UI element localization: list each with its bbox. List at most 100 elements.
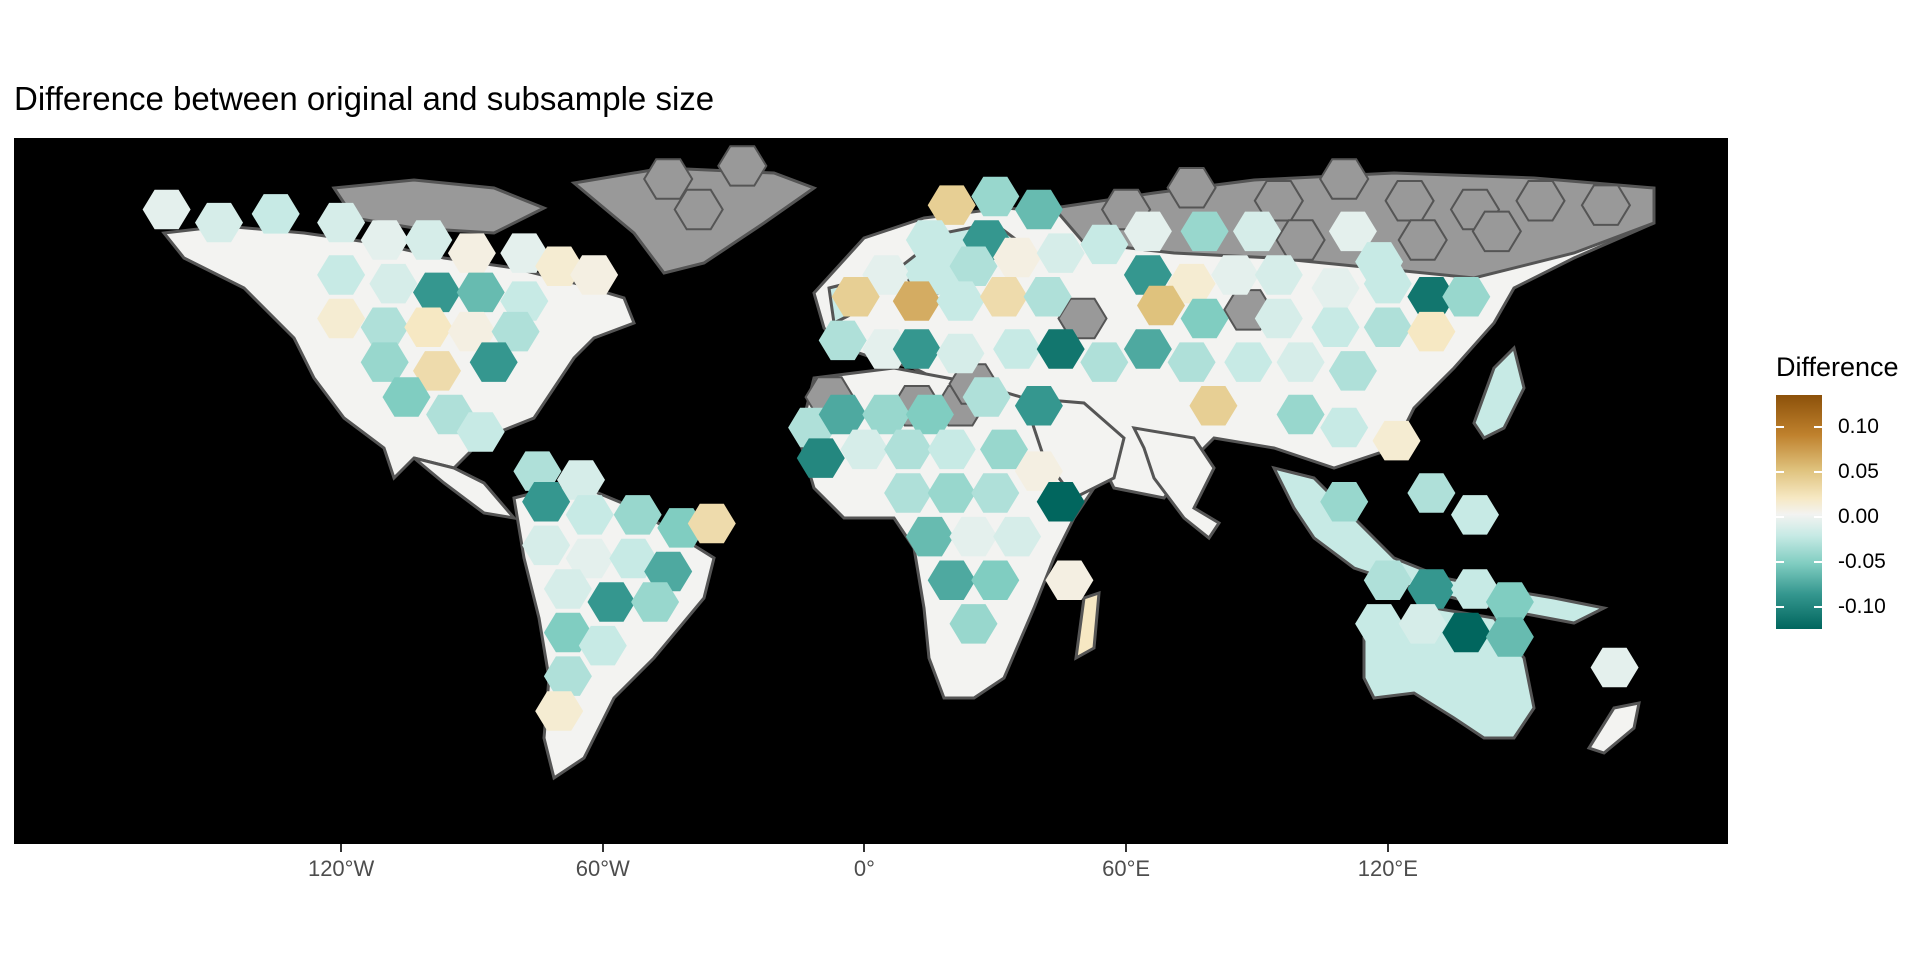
hexbin-cell[interactable] xyxy=(447,311,496,352)
hexbin-cell[interactable] xyxy=(1363,560,1412,601)
hexbin-cell[interactable] xyxy=(840,429,889,470)
hexbin-cell[interactable] xyxy=(1224,342,1273,382)
hexbin-cell[interactable] xyxy=(927,185,976,225)
hexbin-cell[interactable] xyxy=(962,377,1011,417)
hexbin-cell[interactable] xyxy=(687,503,736,544)
hexbin-cell[interactable] xyxy=(382,377,431,417)
hexbin-cell[interactable] xyxy=(317,255,366,295)
hexbin-cell[interactable] xyxy=(862,394,911,435)
world-map[interactable] xyxy=(14,138,1728,844)
hexbin-no-data[interactable] xyxy=(1057,297,1108,340)
hexbin-cell[interactable] xyxy=(469,342,518,382)
hexbin-cell[interactable] xyxy=(1407,277,1456,317)
hexbin-cell[interactable] xyxy=(862,329,911,369)
hexbin-cell[interactable] xyxy=(927,429,976,470)
hexbin-cell[interactable] xyxy=(251,194,300,234)
hexbin-cell[interactable] xyxy=(1311,307,1360,348)
hexbin-cell[interactable] xyxy=(369,263,418,304)
hexbin-cell[interactable] xyxy=(1180,211,1229,252)
hexbin-cell[interactable] xyxy=(971,560,1020,601)
hexbin-no-data[interactable] xyxy=(1397,219,1448,261)
hexbin-cell[interactable] xyxy=(905,220,954,260)
hexbin-cell[interactable] xyxy=(1442,612,1491,653)
hexbin-cell[interactable] xyxy=(1451,569,1499,609)
hexbin-cell[interactable] xyxy=(971,473,1020,513)
hexbin-cell[interactable] xyxy=(587,582,636,622)
hexbin-cell[interactable] xyxy=(1014,189,1063,230)
hexbin-cell[interactable] xyxy=(1355,604,1404,644)
map-panel[interactable] xyxy=(14,138,1728,844)
hexbin-cell[interactable] xyxy=(1590,647,1639,688)
hexbin-no-data[interactable] xyxy=(1515,180,1566,222)
hexbin-no-data[interactable] xyxy=(1471,210,1522,253)
hexbin-no-data[interactable] xyxy=(717,145,768,187)
hexbin-cell[interactable] xyxy=(456,272,505,313)
hexbin-cell[interactable] xyxy=(1036,482,1085,522)
hexbin-cell[interactable] xyxy=(831,277,880,317)
hexbin-cell[interactable] xyxy=(905,394,954,435)
hexbin-cell[interactable] xyxy=(1276,394,1325,435)
hexbin-cell[interactable] xyxy=(1080,342,1129,382)
hexbin-cell[interactable] xyxy=(936,281,985,321)
hexbin-cell[interactable] xyxy=(1398,604,1447,644)
hexbin-cell[interactable] xyxy=(1254,255,1303,295)
hexbin-no-data[interactable] xyxy=(1275,219,1326,261)
hexbin-cell[interactable] xyxy=(884,473,933,513)
hexbin-cell[interactable] xyxy=(491,311,540,352)
hexbin-cell[interactable] xyxy=(609,538,658,579)
hexbin-no-data[interactable] xyxy=(1166,167,1217,209)
hexbin-cell[interactable] xyxy=(993,329,1042,369)
hexbin-cell[interactable] xyxy=(980,429,1028,470)
hexbin-cell[interactable] xyxy=(317,202,366,243)
hexbin-cell[interactable] xyxy=(1442,277,1491,317)
hexbin-cell[interactable] xyxy=(1485,582,1534,622)
hexbin-cell[interactable] xyxy=(993,516,1042,557)
hexbin-cell[interactable] xyxy=(1211,255,1260,295)
hexbin-cell[interactable] xyxy=(513,451,562,491)
hexbin-cell[interactable] xyxy=(1485,617,1534,657)
hexbin-cell[interactable] xyxy=(1407,311,1456,352)
hexbin-cell[interactable] xyxy=(413,351,461,391)
hexbin-cell[interactable] xyxy=(522,482,571,522)
hexbin-cell[interactable] xyxy=(971,176,1020,217)
hexbin-cell[interactable] xyxy=(1311,268,1360,308)
hexbin-cell[interactable] xyxy=(317,298,366,339)
hexbin-cell[interactable] xyxy=(993,237,1042,278)
hexbin-cell[interactable] xyxy=(535,691,584,731)
hexbin-cell[interactable] xyxy=(796,438,845,478)
hexbin-cell[interactable] xyxy=(644,551,693,592)
hexbin-cell[interactable] xyxy=(565,538,614,579)
hexbin-cell[interactable] xyxy=(578,625,627,666)
hexbin-cell[interactable] xyxy=(456,412,505,452)
hexbin-cell[interactable] xyxy=(404,220,453,260)
hexbin-cell[interactable] xyxy=(543,612,592,653)
hexbin-cell[interactable] xyxy=(1363,263,1412,304)
hexbin-cell[interactable] xyxy=(980,277,1028,317)
hexbin-cell[interactable] xyxy=(1023,277,1072,317)
hexbin-cell[interactable] xyxy=(892,329,941,369)
hexbin-cell[interactable] xyxy=(949,604,998,644)
hexbin-cell[interactable] xyxy=(936,333,985,374)
hexbin-cell[interactable] xyxy=(142,189,191,230)
hexbin-no-data[interactable] xyxy=(1319,158,1370,200)
hexbin-cell[interactable] xyxy=(1014,451,1063,491)
hexbin-cell[interactable] xyxy=(1320,407,1369,448)
hexbin-cell[interactable] xyxy=(522,525,571,566)
hexbin-cell[interactable] xyxy=(949,246,998,287)
hexbin-cell[interactable] xyxy=(1123,255,1172,295)
hexbin-cell[interactable] xyxy=(892,281,941,321)
hexbin-cell[interactable] xyxy=(360,342,409,382)
hexbin-cell[interactable] xyxy=(949,516,998,557)
hexbin-cell[interactable] xyxy=(1320,482,1369,522)
hexbin-cell[interactable] xyxy=(360,307,409,348)
hexbin-cell[interactable] xyxy=(818,320,867,361)
hexbin-cell[interactable] xyxy=(1180,298,1229,339)
hexbin-cell[interactable] xyxy=(1123,211,1172,252)
hexbin-cell[interactable] xyxy=(631,582,680,622)
hexbin-cell[interactable] xyxy=(1363,307,1412,348)
hexbin-no-data[interactable] xyxy=(673,188,724,231)
hexbin-cell[interactable] xyxy=(1014,386,1063,426)
hexbin-cell[interactable] xyxy=(1407,569,1456,609)
hexbin-cell[interactable] xyxy=(1080,224,1129,265)
hexbin-cell[interactable] xyxy=(1123,329,1172,369)
